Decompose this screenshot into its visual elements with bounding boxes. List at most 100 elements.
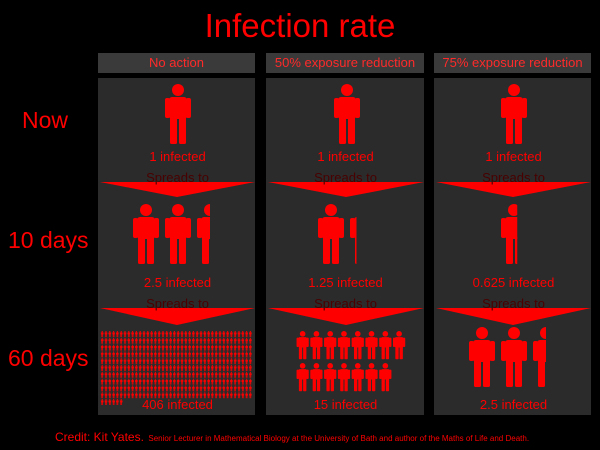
person-icon — [237, 371, 241, 378]
person-icon — [203, 358, 207, 365]
person-icon — [150, 351, 153, 358]
person-icon — [241, 331, 245, 337]
person-icon — [176, 337, 180, 344]
person-icon — [169, 378, 172, 385]
person-icon — [173, 344, 176, 351]
person-icon — [233, 385, 237, 392]
person-icon — [245, 371, 248, 378]
person-icon — [211, 331, 214, 337]
person-icon — [100, 385, 104, 392]
person-icon — [226, 337, 229, 344]
person-icon — [188, 371, 191, 378]
person-icon — [150, 371, 153, 378]
person-icon — [184, 331, 188, 337]
person-icon — [245, 392, 248, 399]
person-icon — [131, 358, 134, 365]
person-icon — [222, 337, 226, 344]
person-icon — [173, 337, 176, 344]
person-icon — [169, 351, 172, 358]
person-icon — [245, 337, 248, 344]
person-icon — [226, 365, 229, 371]
person-icon — [131, 331, 134, 337]
person-icon — [112, 371, 115, 378]
person-icon — [180, 344, 184, 351]
person-icon — [119, 344, 123, 351]
person-icon — [233, 344, 237, 351]
person-icon — [165, 331, 169, 337]
person-icon — [188, 358, 191, 365]
person-icon — [123, 378, 127, 385]
person-icon — [296, 331, 309, 360]
person-icon — [165, 371, 169, 378]
person-icon — [116, 399, 119, 405]
row-label-10-days: 10 days — [8, 227, 89, 253]
person-icon — [184, 378, 188, 385]
person-icon — [157, 358, 161, 365]
person-icon — [214, 344, 218, 351]
person-icon — [146, 378, 150, 385]
person-icon — [233, 358, 237, 365]
person-icon — [249, 378, 252, 385]
person-icon — [131, 344, 134, 351]
person-icon — [100, 399, 104, 405]
person-icon — [157, 385, 161, 392]
person-icon — [165, 378, 169, 385]
person-icon — [207, 392, 210, 399]
person-icon — [100, 344, 104, 351]
person-icon — [123, 358, 127, 365]
person-icon — [195, 358, 199, 365]
person-icon — [119, 365, 123, 371]
person-icon — [241, 337, 245, 344]
person-icon — [207, 331, 210, 337]
person-icon — [108, 399, 112, 405]
person-icon — [249, 392, 252, 399]
person-icon — [249, 344, 252, 351]
person-icon — [112, 358, 115, 365]
person-icon — [131, 351, 134, 358]
person-icon — [100, 378, 104, 385]
person-icon — [188, 378, 191, 385]
person-icon — [123, 337, 127, 344]
person-icon — [127, 358, 131, 365]
person-icon — [138, 392, 142, 399]
person-icon — [104, 365, 108, 371]
person-icon — [218, 344, 222, 351]
person-icon — [108, 344, 112, 351]
person-icon — [131, 385, 134, 392]
person-icon — [119, 358, 123, 365]
person-icon — [249, 351, 252, 358]
person-icon — [142, 358, 146, 365]
person-icon — [176, 378, 180, 385]
person-icon — [176, 331, 180, 337]
count-label: 1.25 infected — [308, 275, 383, 290]
person-icon — [146, 351, 150, 358]
count-label: 1 infected — [149, 149, 206, 164]
person-icon — [146, 358, 150, 365]
person-icon — [237, 385, 241, 392]
person-icon — [138, 371, 142, 378]
person-icon — [135, 351, 138, 358]
person-icon — [135, 385, 138, 392]
person-icon — [104, 351, 108, 358]
person-icon — [237, 392, 241, 399]
person-icon — [157, 331, 161, 337]
arrow-label: Spreads to — [146, 170, 209, 185]
person-icon — [245, 331, 248, 337]
person-icon — [112, 378, 115, 385]
person-icon — [157, 371, 161, 378]
person-icon — [230, 378, 233, 385]
person-icon — [173, 358, 176, 365]
person-icon — [169, 385, 172, 392]
person-icon — [214, 351, 218, 358]
person-icon — [218, 351, 222, 358]
person-icon — [324, 363, 337, 392]
person-icon — [211, 392, 214, 399]
person-icon — [184, 392, 188, 399]
person-icon — [142, 365, 146, 371]
person-icon — [222, 378, 226, 385]
person-icon — [112, 365, 115, 371]
person-icon — [146, 392, 150, 399]
person-icon — [108, 392, 112, 399]
person-icon — [173, 392, 176, 399]
person-icon — [188, 365, 191, 371]
